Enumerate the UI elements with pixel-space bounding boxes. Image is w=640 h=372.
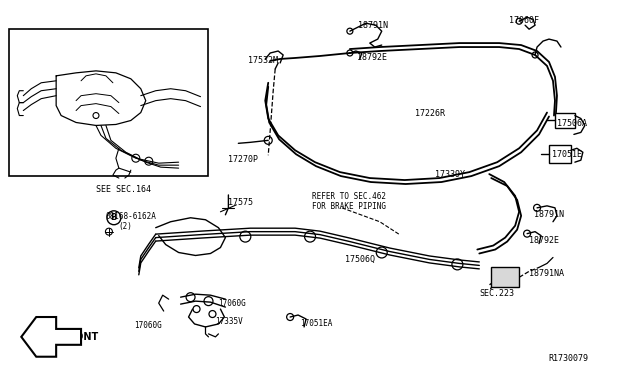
Text: SEC.223: SEC.223 bbox=[479, 289, 515, 298]
Text: (2): (2) bbox=[118, 222, 132, 231]
Text: FOR BRAKE PIPING: FOR BRAKE PIPING bbox=[312, 202, 386, 211]
Text: 18792E: 18792E bbox=[357, 53, 387, 62]
Bar bbox=[10, 29, 209, 176]
Text: 18791NA: 18791NA bbox=[529, 269, 564, 278]
Bar bbox=[549, 145, 571, 163]
Text: 17060G: 17060G bbox=[134, 321, 161, 330]
Text: 17339Y: 17339Y bbox=[435, 170, 465, 179]
Text: 17060F: 17060F bbox=[509, 16, 539, 25]
Text: 17051E: 17051E bbox=[552, 150, 582, 159]
Text: 17532M: 17532M bbox=[248, 56, 278, 65]
Text: 17226R: 17226R bbox=[415, 109, 445, 118]
Text: R1730079: R1730079 bbox=[549, 354, 589, 363]
Text: 17270P: 17270P bbox=[228, 155, 259, 164]
Text: 18792E: 18792E bbox=[529, 235, 559, 245]
Text: 17506Q: 17506Q bbox=[345, 254, 375, 263]
Text: 17060G: 17060G bbox=[218, 299, 246, 308]
Text: SEE SEC.164: SEE SEC.164 bbox=[96, 185, 151, 194]
Bar bbox=[555, 113, 575, 128]
Text: 17335V: 17335V bbox=[216, 317, 243, 326]
Text: 17506A: 17506A bbox=[557, 119, 587, 128]
Text: B: B bbox=[111, 213, 117, 222]
Text: 18791N: 18791N bbox=[534, 210, 564, 219]
Text: 17051EA: 17051EA bbox=[300, 319, 332, 328]
Text: 08168-6162A: 08168-6162A bbox=[106, 212, 157, 221]
Bar bbox=[492, 267, 519, 287]
Polygon shape bbox=[21, 317, 81, 357]
Text: FRONT: FRONT bbox=[61, 332, 99, 342]
Text: 17575: 17575 bbox=[228, 198, 253, 207]
Text: REFER TO SEC.462: REFER TO SEC.462 bbox=[312, 192, 386, 201]
Text: 18791N: 18791N bbox=[358, 21, 388, 30]
